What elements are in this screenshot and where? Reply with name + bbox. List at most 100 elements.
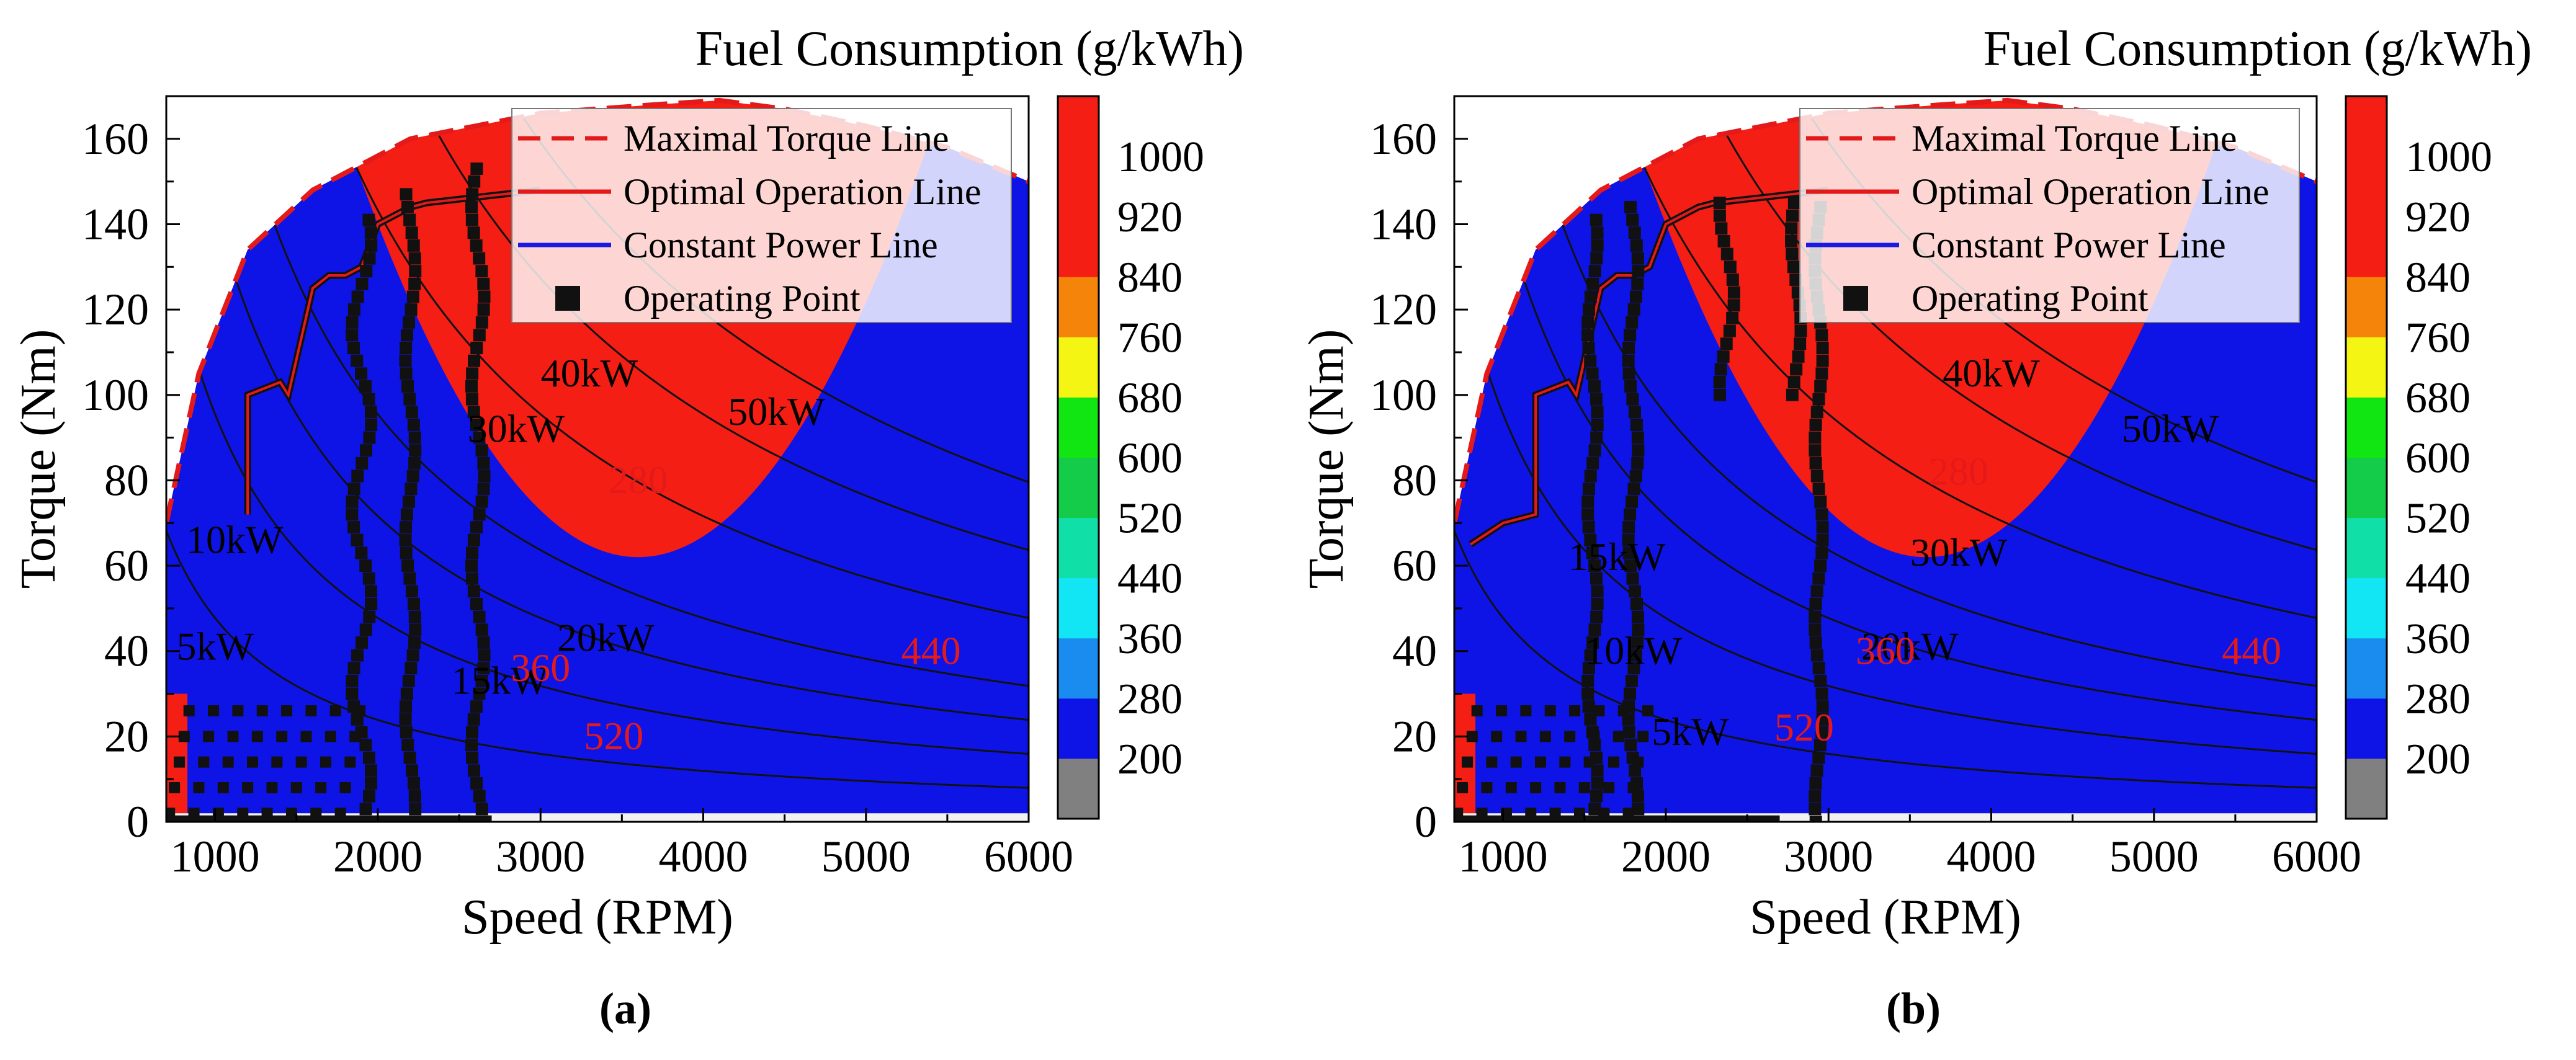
operating-point [403, 213, 416, 226]
legend-item: Constant Power Line [518, 225, 938, 265]
legend-item: Maximal Torque Line [518, 118, 949, 159]
operating-point [1631, 252, 1644, 265]
operating-point [347, 521, 360, 534]
operating-point [247, 756, 258, 768]
operating-point [365, 418, 378, 431]
operating-point [1790, 363, 1803, 376]
colorbar-tick-label: 760 [1117, 314, 1183, 362]
operating-point [407, 777, 420, 790]
operating-point [1588, 380, 1601, 393]
operating-point [1564, 731, 1576, 742]
colorbar-segment [2346, 277, 2387, 337]
operating-point [1588, 444, 1601, 457]
colorbar-tick-label: 680 [2405, 374, 2471, 422]
legend-label: Operating Point [624, 278, 861, 319]
operating-point [1581, 674, 1594, 687]
operating-point [1815, 546, 1828, 559]
operating-point [1816, 342, 1829, 355]
legend-label: Maximal Torque Line [1912, 118, 2237, 159]
operating-point [1590, 393, 1603, 406]
operating-point [399, 533, 412, 546]
colorbar-segment [1058, 638, 1099, 699]
operating-point [1715, 222, 1728, 235]
x-tick-label: 2000 [333, 832, 423, 881]
operating-point [1815, 508, 1828, 521]
operating-point [470, 418, 483, 431]
operating-point [408, 277, 421, 290]
operating-point [400, 367, 413, 380]
operating-point [399, 700, 412, 713]
colorbar-segment [1058, 216, 1099, 277]
operating-point [1816, 700, 1829, 713]
operating-point [400, 687, 413, 700]
operating-point [1814, 380, 1827, 393]
contour-label-280: 280 [609, 458, 668, 502]
colorbar-segment [2346, 758, 2387, 819]
operating-point-band-1 [399, 188, 422, 822]
operating-point [477, 636, 490, 649]
operating-point [400, 726, 413, 739]
operating-point [405, 406, 418, 419]
operating-point [1720, 337, 1733, 350]
power-label-10kW: 10kW [186, 517, 284, 561]
power-label-40kW: 40kW [1943, 351, 2040, 395]
operating-point [1786, 209, 1799, 222]
operating-point-band-3 [1784, 197, 1807, 401]
operating-point [1809, 790, 1822, 803]
operating-point [359, 559, 372, 572]
power-label-15kW: 15kW [451, 659, 548, 703]
legend-item: Maximal Torque Line [1806, 118, 2237, 159]
colorbar-tick-label: 920 [2405, 194, 2471, 241]
operating-point [1632, 623, 1645, 636]
operating-point [473, 329, 486, 342]
operating-point [402, 674, 415, 687]
operating-point [360, 265, 373, 278]
operating-point [1637, 731, 1649, 742]
operating-point [315, 782, 327, 793]
operating-point [1626, 393, 1639, 406]
operating-point [1591, 598, 1604, 610]
operating-point [320, 756, 332, 768]
x-tick-label: 3000 [496, 832, 585, 881]
colorbar-segment [2346, 337, 2387, 398]
operating-point [475, 674, 488, 687]
chart-panel-b: 5kW 10kW 15kW 20kW 30kW 40kW 50kW 280 360 440 520 1… [1288, 0, 2576, 1060]
operating-point [351, 533, 364, 546]
operating-point [1713, 376, 1726, 389]
colorbar-tick-label: 840 [2405, 254, 2471, 301]
y-tick-label: 0 [1415, 797, 1437, 847]
operating-point [1720, 247, 1733, 261]
operating-point [1809, 457, 1822, 470]
operating-point [198, 756, 210, 768]
operating-point [1814, 674, 1827, 687]
operating-point [466, 546, 479, 559]
colorbar-tick-label: 840 [1117, 254, 1183, 301]
operating-point [1581, 508, 1594, 521]
operating-point [1627, 662, 1640, 675]
panel-label: (b) [1886, 984, 1941, 1033]
y-tick-label: 60 [1392, 541, 1437, 590]
operating-point [1582, 521, 1595, 534]
colorbar-tick-label: 200 [2405, 736, 2471, 783]
colorbar-tick-label: 520 [2405, 495, 2471, 543]
contour-label-440: 440 [2222, 628, 2281, 672]
operating-point [405, 585, 418, 598]
operating-point [1792, 350, 1805, 363]
power-label-15kW: 15kW [1568, 535, 1666, 579]
operating-point [406, 764, 419, 777]
operating-point [403, 572, 416, 585]
operating-point [1626, 572, 1639, 585]
operating-point [1578, 782, 1590, 793]
operating-point [193, 782, 205, 793]
operating-point [1590, 252, 1603, 265]
legend-swatch-square [555, 286, 580, 311]
operating-point [271, 756, 283, 768]
operating-point [401, 329, 414, 342]
operating-point [1809, 444, 1822, 457]
operating-point [408, 457, 421, 470]
legend-label: Operating Point [1912, 278, 2149, 319]
operating-point [1608, 756, 1620, 768]
operating-point [1586, 636, 1599, 649]
operating-point [1816, 533, 1829, 546]
colorbar-segment [2346, 216, 2387, 277]
